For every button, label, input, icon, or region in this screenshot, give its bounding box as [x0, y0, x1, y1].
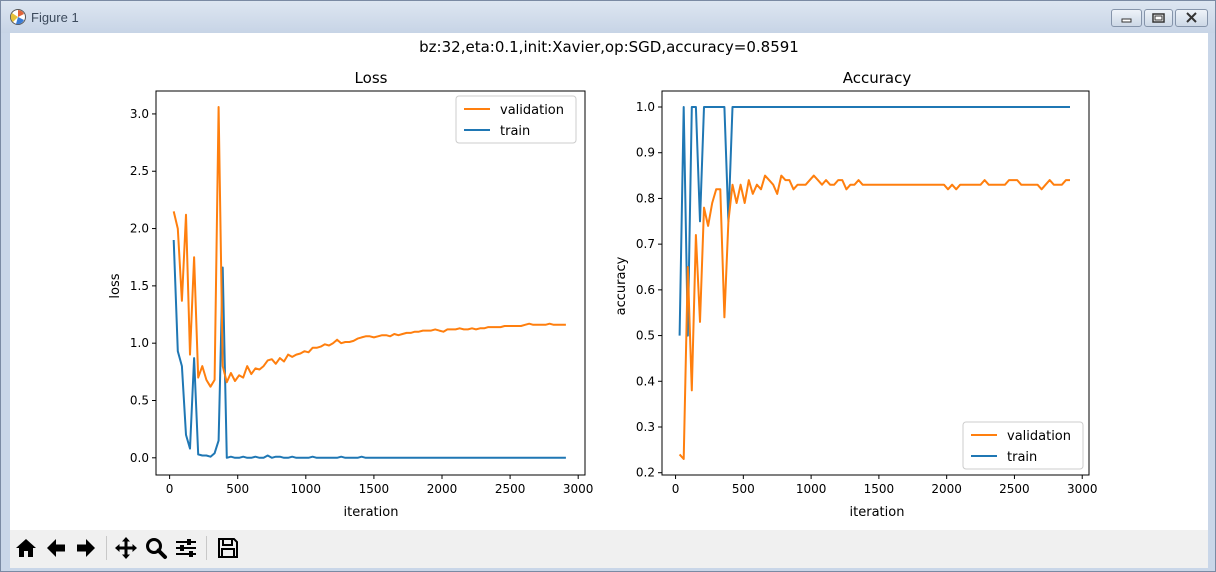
pan-button[interactable]: [112, 534, 140, 562]
figure-svg: bz:32,eta:0.1,init:Xavier,op:SGD,accurac…: [108, 38, 1097, 520]
accuracy-legend: validation train: [962, 421, 1084, 470]
loss-ytick-label: 2.5: [130, 164, 149, 178]
loss-xtick-label: 500: [226, 482, 249, 496]
matplotlib-app-icon: [10, 9, 26, 25]
loss-validation-line: [172, 106, 566, 388]
loss-xtick-label: 1000: [291, 482, 322, 496]
loss-train-line: [172, 239, 566, 459]
accuracy-xtick-label: 2000: [931, 482, 962, 496]
loss-xlabel: iteration: [344, 505, 399, 520]
pan-icon: [115, 537, 137, 559]
figure-suptitle: bz:32,eta:0.1,init:Xavier,op:SGD,accurac…: [419, 38, 799, 56]
loss-ylabel: loss: [108, 273, 123, 298]
back-arrow-icon: [47, 539, 65, 557]
zoom-button[interactable]: [142, 534, 170, 562]
loss-ticks: 0 500 1000 1500 2000 2500 3000 0.0 0.5 1.0 1.5 2.0 2…: [130, 107, 594, 496]
accuracy-ytick-label: 0.5: [636, 329, 655, 343]
restore-button[interactable]: [1144, 9, 1173, 27]
accuracy-legend-train-label: train: [1007, 450, 1037, 465]
accuracy-ytick-label: 0.4: [636, 374, 655, 388]
loss-xtick-label: 3000: [563, 482, 594, 496]
accuracy-ytick-label: 0.2: [636, 466, 655, 480]
loss-xtick-label: 2500: [495, 482, 526, 496]
configure-subplots-icon: [176, 539, 196, 557]
accuracy-xtick-label: 500: [732, 482, 755, 496]
loss-lines: [172, 106, 566, 459]
minimize-icon: [1121, 18, 1132, 23]
accuracy-xlabel: iteration: [850, 505, 905, 520]
loss-ytick-label: 0.5: [130, 393, 149, 407]
accuracy-validation-line: [678, 174, 1070, 460]
loss-ytick-label: 2.0: [130, 222, 149, 236]
loss-legend-validation-label: validation: [500, 103, 564, 118]
loss-ytick-label: 1.5: [130, 279, 149, 293]
accuracy-axes-frame: [661, 90, 1090, 476]
loss-legend: validation train: [455, 95, 577, 144]
accuracy-legend-box: [962, 421, 1084, 470]
accuracy-ytick-label: 0.3: [636, 420, 655, 434]
close-icon: [1186, 12, 1197, 23]
toolbar-separator: [206, 536, 207, 560]
accuracy-ytick-label: 0.9: [636, 146, 655, 160]
home-icon: [16, 539, 36, 557]
toolbar-separator: [106, 536, 107, 560]
minimize-button[interactable]: [1111, 9, 1142, 27]
accuracy-ytick-label: 0.7: [636, 237, 655, 251]
accuracy-title: Accuracy: [843, 69, 912, 87]
loss-xtick-label: 2000: [427, 482, 458, 496]
restore-icon: [1152, 13, 1165, 23]
window-title: Figure 1: [31, 10, 79, 25]
accuracy-xtick-label: 1500: [864, 482, 895, 496]
loss-legend-train-label: train: [500, 124, 530, 139]
accuracy-train-line: [678, 106, 1070, 337]
loss-legend-box: [455, 95, 577, 144]
save-icon: [218, 538, 238, 558]
loss-axes: Loss iteration loss 0 500 1000 1500 2000 2500…: [108, 69, 593, 520]
accuracy-ytick-label: 0.8: [636, 191, 655, 205]
loss-xtick-label: 1500: [359, 482, 390, 496]
forward-arrow-icon: [77, 539, 95, 557]
loss-ytick-label: 1.0: [130, 336, 149, 350]
accuracy-ticks: 0 500 1000 1500 2000 2500 3000 0.2 0.3 0.4 0.5 0.6 0…: [636, 100, 1098, 496]
close-button[interactable]: [1175, 9, 1208, 27]
zoom-icon: [146, 538, 167, 559]
title-bar[interactable]: Figure 1: [1, 1, 1215, 33]
back-button[interactable]: [42, 534, 70, 562]
accuracy-legend-validation-label: validation: [1007, 429, 1071, 444]
accuracy-ytick-label: 1.0: [636, 100, 655, 114]
loss-ytick-label: 0.0: [130, 451, 149, 465]
accuracy-xtick-label: 0: [672, 482, 680, 496]
accuracy-ytick-label: 0.6: [636, 283, 655, 297]
loss-ytick-label: 3.0: [130, 107, 149, 121]
loss-title: Loss: [355, 69, 388, 87]
loss-xtick-label: 0: [166, 482, 174, 496]
accuracy-ylabel: accuracy: [614, 256, 629, 315]
loss-axes-frame: [155, 90, 586, 476]
accuracy-xtick-label: 3000: [1067, 482, 1098, 496]
accuracy-xtick-label: 1000: [796, 482, 827, 496]
accuracy-axes: Accuracy iteration accuracy 0 500 1000 1500…: [614, 69, 1097, 520]
accuracy-lines: [678, 106, 1070, 460]
navigation-toolbar: [10, 530, 1208, 568]
figure-canvas: bz:32,eta:0.1,init:Xavier,op:SGD,accurac…: [10, 33, 1208, 530]
forward-button[interactable]: [72, 534, 100, 562]
configure-subplots-button[interactable]: [172, 534, 200, 562]
home-button[interactable]: [12, 534, 40, 562]
accuracy-xtick-label: 2500: [999, 482, 1030, 496]
save-button[interactable]: [214, 534, 242, 562]
